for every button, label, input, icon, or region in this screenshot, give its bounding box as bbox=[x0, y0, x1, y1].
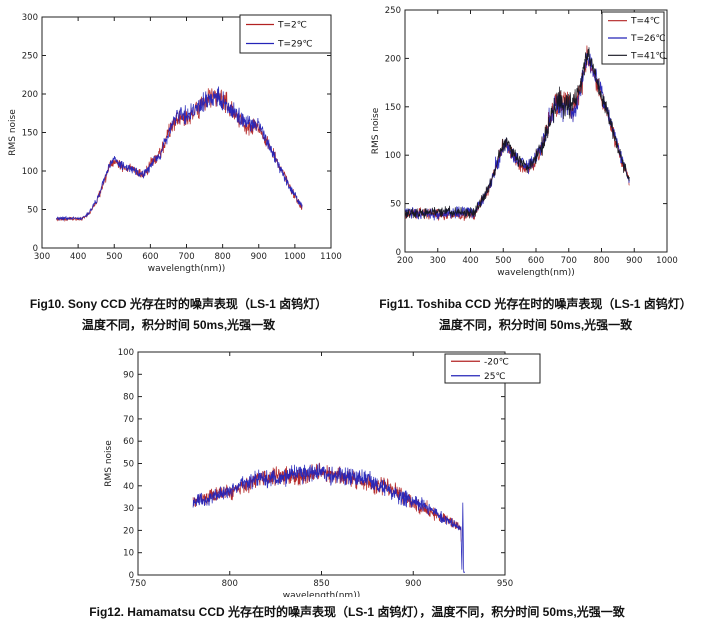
y-tick-label: 20 bbox=[123, 526, 134, 536]
axes: 300 400 500 600 700 800 900 1000 1100 0 50 100 150 20… bbox=[8, 13, 342, 274]
x-tick-label: 400 bbox=[462, 256, 478, 266]
x-tick-label: 900 bbox=[251, 252, 267, 262]
caption-line-2: 温度不同，积分时间 50ms,光强一致 bbox=[438, 318, 633, 332]
y-tick-label: 0 bbox=[396, 248, 401, 258]
caption-line-1: Fig10. Sony CCD 光存在时的噪声表现（LS-1 卤钨灯） bbox=[29, 297, 328, 311]
y-tick-label: 50 bbox=[390, 200, 401, 210]
x-axis-label: wavelength(nm)) bbox=[283, 591, 360, 597]
x-tick-label: 850 bbox=[313, 579, 329, 589]
legend-label: T=29℃ bbox=[277, 40, 313, 50]
x-tick-label: 900 bbox=[405, 579, 421, 589]
x-tick-label: 800 bbox=[222, 579, 238, 589]
x-tick-label: 800 bbox=[593, 256, 609, 266]
series-line-1 bbox=[56, 86, 303, 222]
y-tick-label: 60 bbox=[123, 437, 134, 447]
series-group bbox=[405, 45, 630, 222]
x-tick-label: 200 bbox=[397, 256, 413, 266]
y-tick-label: 150 bbox=[22, 129, 38, 139]
x-tick-label: 700 bbox=[561, 256, 577, 266]
y-tick-label: 50 bbox=[123, 460, 134, 470]
hamamatsu-ccd-noise-chart: 750 800 850 900 950 0 10 20 30 40 50 60 70 80 90 100 wav… bbox=[0, 345, 714, 597]
x-axis-label: wavelength(nm)) bbox=[148, 264, 225, 274]
legend-box bbox=[444, 353, 541, 384]
x-tick-label: 1000 bbox=[656, 256, 678, 266]
x-tick-label: 1100 bbox=[320, 252, 342, 262]
sony-ccd-caption: Fig10. Sony CCD 光存在时的噪声表现（LS-1 卤钨灯） 温度不同… bbox=[2, 294, 355, 336]
x-axis-label: wavelength(nm)) bbox=[497, 268, 574, 278]
y-tick-label: 90 bbox=[123, 370, 134, 380]
chart-canvas: 750 800 850 900 950 0 10 20 30 40 50 60 70 80 90 100 wav… bbox=[104, 348, 541, 597]
caption-line-1: Fig11. Toshiba CCD 光存在时的噪声表现（LS-1 卤钨灯） bbox=[379, 297, 692, 311]
x-tick-label: 950 bbox=[497, 579, 513, 589]
y-axis-label: RMS noise bbox=[8, 109, 18, 156]
y-tick-label: 10 bbox=[123, 549, 134, 559]
axes: 200 300 400 500 600 700 800 900 1000 0 50 100 150 200… bbox=[371, 6, 678, 278]
series-line-1 bbox=[192, 463, 465, 574]
y-tick-label: 250 bbox=[385, 6, 401, 16]
series-group bbox=[192, 462, 465, 574]
y-tick-label: 100 bbox=[22, 167, 38, 177]
y-tick-label: 0 bbox=[129, 571, 134, 581]
x-tick-label: 600 bbox=[528, 256, 544, 266]
x-tick-label: 700 bbox=[178, 252, 194, 262]
hamamatsu-ccd-caption: Fig12. Hamamatsu CCD 光存在时的噪声表现（LS-1 卤钨灯）… bbox=[0, 602, 714, 623]
x-tick-label: 300 bbox=[430, 256, 446, 266]
legend-label: T=4℃ bbox=[630, 17, 660, 27]
y-tick-label: 250 bbox=[22, 52, 38, 62]
x-tick-label: 600 bbox=[142, 252, 158, 262]
y-tick-label: 40 bbox=[123, 482, 134, 492]
x-tick-label: 500 bbox=[495, 256, 511, 266]
plot-box bbox=[137, 351, 506, 576]
y-axis-label: RMS noise bbox=[104, 440, 114, 487]
chart-canvas: 300 400 500 600 700 800 900 1000 1100 0 50 100 150 20… bbox=[8, 13, 342, 274]
chart-canvas: 200 300 400 500 600 700 800 900 1000 0 50 100 150 200… bbox=[371, 6, 678, 278]
y-tick-label: 100 bbox=[385, 151, 401, 161]
toshiba-ccd-caption: Fig11. Toshiba CCD 光存在时的噪声表现（LS-1 卤钨灯） 温… bbox=[359, 294, 712, 336]
caption-line-2: 温度不同，积分时间 50ms,光强一致 bbox=[81, 318, 276, 332]
y-tick-label: 200 bbox=[22, 90, 38, 100]
series-group bbox=[56, 86, 303, 223]
legend: T=4℃ T=26℃ T=41℃ bbox=[601, 11, 666, 65]
caption-line-1: Fig12. Hamamatsu CCD 光存在时的噪声表现（LS-1 卤钨灯）… bbox=[89, 605, 625, 619]
legend-label: -20℃ bbox=[484, 357, 509, 367]
y-tick-label: 0 bbox=[33, 244, 38, 254]
legend: -20℃ 25℃ bbox=[444, 353, 541, 384]
y-tick-label: 70 bbox=[123, 415, 134, 425]
y-tick-label: 80 bbox=[123, 393, 134, 403]
y-axis-label: RMS noise bbox=[371, 107, 381, 154]
x-tick-label: 500 bbox=[106, 252, 122, 262]
y-tick-label: 30 bbox=[123, 504, 134, 514]
x-tick-label: 900 bbox=[626, 256, 642, 266]
x-tick-label: 800 bbox=[215, 252, 231, 262]
legend-label: T=26℃ bbox=[630, 34, 666, 44]
legend-label: 25℃ bbox=[484, 372, 506, 382]
toshiba-ccd-noise-chart: 200 300 400 500 600 700 800 900 1000 0 50 100 150 200… bbox=[357, 0, 714, 292]
y-tick-label: 150 bbox=[385, 103, 401, 113]
x-tick-label: 750 bbox=[130, 579, 146, 589]
legend-label: T=2℃ bbox=[277, 21, 307, 31]
legend-box bbox=[239, 14, 332, 54]
series-line-2 bbox=[405, 47, 630, 220]
legend-label: T=41℃ bbox=[630, 51, 666, 61]
series-line-0 bbox=[192, 462, 462, 542]
sony-ccd-noise-chart: 300 400 500 600 700 800 900 1000 1100 0 50 100 150 20… bbox=[0, 0, 357, 292]
x-tick-label: 1000 bbox=[284, 252, 306, 262]
x-tick-label: 300 bbox=[34, 252, 50, 262]
y-tick-label: 100 bbox=[118, 348, 134, 358]
x-tick-label: 400 bbox=[70, 252, 86, 262]
y-tick-label: 300 bbox=[22, 13, 38, 23]
y-tick-label: 50 bbox=[27, 206, 38, 216]
y-tick-label: 200 bbox=[385, 54, 401, 64]
axes: 750 800 850 900 950 0 10 20 30 40 50 60 70 80 90 100 wav… bbox=[104, 348, 513, 597]
legend: T=2℃ T=29℃ bbox=[239, 14, 332, 54]
